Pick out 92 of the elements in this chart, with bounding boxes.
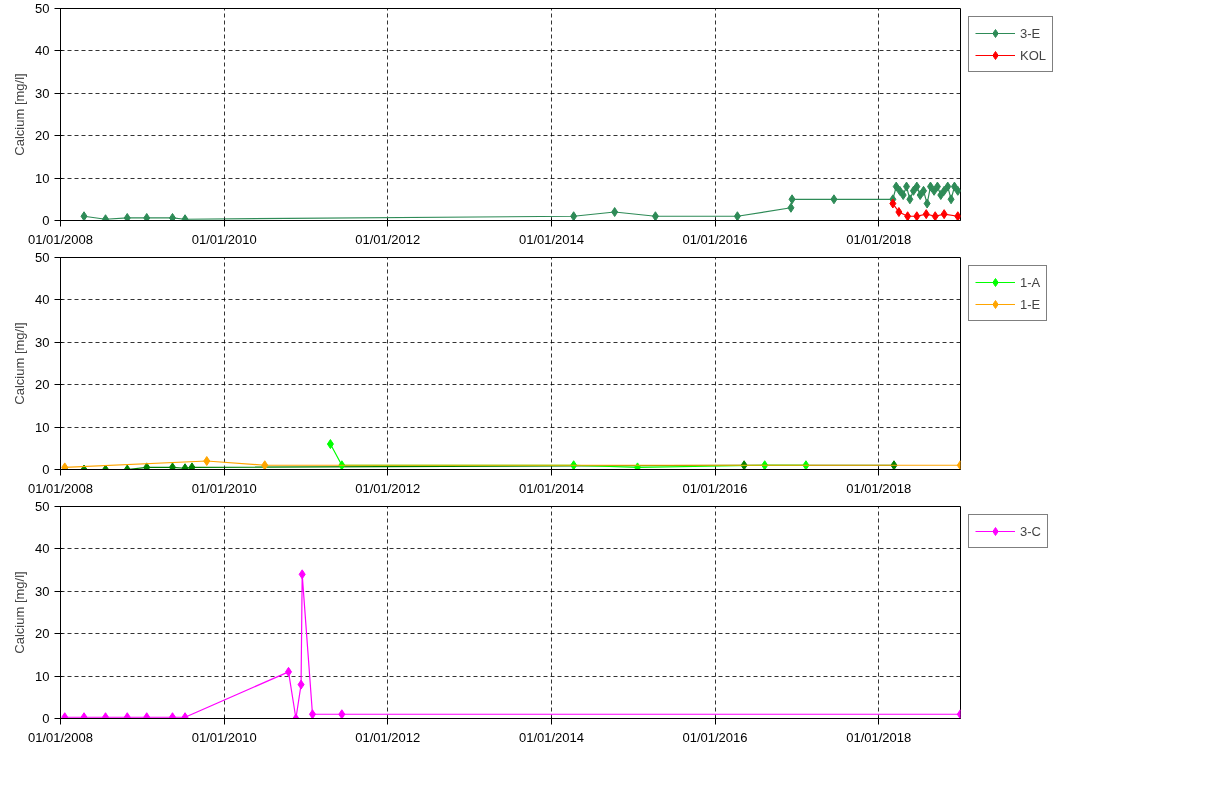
point: [181, 214, 189, 221]
point: [920, 185, 928, 196]
point: [169, 712, 176, 719]
point: [788, 194, 796, 205]
point: [889, 198, 897, 209]
point: [570, 211, 578, 221]
point: [298, 569, 306, 580]
point: [892, 181, 900, 192]
point: [308, 709, 316, 719]
point: [931, 211, 939, 221]
point: [80, 712, 88, 719]
legend-label: 3-E: [1020, 25, 1041, 41]
point: [285, 666, 293, 677]
y-tick-label: 20: [35, 626, 50, 642]
point: [143, 212, 151, 221]
point: [913, 211, 921, 221]
y-tick-label: 0: [42, 462, 50, 477]
point: [940, 185, 948, 196]
legend-label: 3-C: [1020, 523, 1041, 539]
x-tick-label: 01/01/2018: [846, 729, 912, 745]
point: [926, 181, 934, 192]
point: [830, 194, 838, 205]
point: [297, 679, 305, 690]
point: [954, 211, 961, 221]
point: [61, 712, 69, 719]
y-tick-label: 50: [35, 499, 50, 514]
point: [651, 211, 659, 221]
y-axis-title: Calcium [mg/l]: [12, 571, 28, 654]
y-tick-label: 40: [35, 292, 50, 308]
point: [899, 190, 907, 201]
y-tick-label: 40: [35, 541, 50, 557]
y-tick-label: 50: [35, 1, 50, 16]
x-tick-label: 01/01/2012: [355, 480, 421, 496]
point: [922, 209, 930, 220]
point: [611, 207, 619, 218]
legend-label: 1-E: [1020, 296, 1041, 312]
y-tick-label: 0: [42, 711, 50, 726]
y-tick-label: 40: [35, 43, 50, 59]
x-tick-label: 01/01/2018: [846, 480, 912, 496]
point: [944, 181, 952, 192]
y-tick-label: 10: [35, 419, 50, 435]
point: [906, 194, 914, 205]
x-tick-label: 01/01/2014: [518, 729, 585, 745]
x-tick-label: 01/01/2012: [355, 231, 421, 247]
y-tick-label: 30: [35, 85, 50, 101]
point: [143, 712, 151, 719]
point: [895, 207, 903, 218]
point: [123, 712, 131, 719]
point: [933, 181, 941, 192]
legend-label: 1-A: [1020, 274, 1041, 290]
x-tick-label: 01/01/2018: [846, 231, 912, 247]
point: [904, 211, 912, 221]
x-tick-label: 01/01/2010: [191, 480, 257, 496]
x-tick-label: 01/01/2008: [27, 480, 94, 496]
y-tick-label: 50: [35, 250, 50, 265]
point: [916, 190, 924, 201]
y-axis-title: Calcium [mg/l]: [12, 322, 28, 405]
y-tick-label: 10: [35, 170, 50, 186]
x-tick-label: 01/01/2008: [27, 231, 94, 247]
x-tick-label: 01/01/2012: [355, 729, 421, 745]
x-tick-label: 01/01/2014: [518, 231, 585, 247]
point: [923, 198, 931, 209]
point: [102, 214, 110, 221]
point: [123, 212, 131, 221]
point: [950, 181, 958, 192]
point: [913, 181, 921, 192]
y-tick-label: 0: [42, 213, 50, 228]
point: [903, 181, 911, 192]
y-tick-label: 30: [35, 334, 50, 350]
x-tick-label: 01/01/2016: [682, 480, 748, 496]
point: [947, 194, 955, 205]
x-tick-label: 01/01/2008: [27, 729, 94, 745]
legend-label: KOL: [1020, 47, 1047, 63]
point: [338, 709, 346, 719]
x-tick-label: 01/01/2010: [191, 729, 257, 745]
point: [909, 185, 917, 196]
y-tick-label: 10: [35, 668, 50, 684]
point: [181, 712, 189, 719]
point: [80, 211, 88, 221]
y-axis-title: Calcium [mg/l]: [12, 73, 28, 156]
y-tick-label: 20: [35, 128, 50, 144]
point: [102, 712, 110, 719]
point: [787, 202, 795, 213]
point: [940, 209, 948, 220]
y-tick-label: 20: [35, 377, 50, 393]
x-tick-label: 01/01/2016: [682, 729, 748, 745]
x-tick-label: 01/01/2010: [191, 231, 257, 247]
x-tick-label: 01/01/2014: [518, 480, 585, 496]
point: [733, 211, 741, 221]
y-tick-label: 30: [35, 583, 50, 599]
x-tick-label: 01/01/2016: [682, 231, 748, 247]
point: [169, 212, 176, 221]
